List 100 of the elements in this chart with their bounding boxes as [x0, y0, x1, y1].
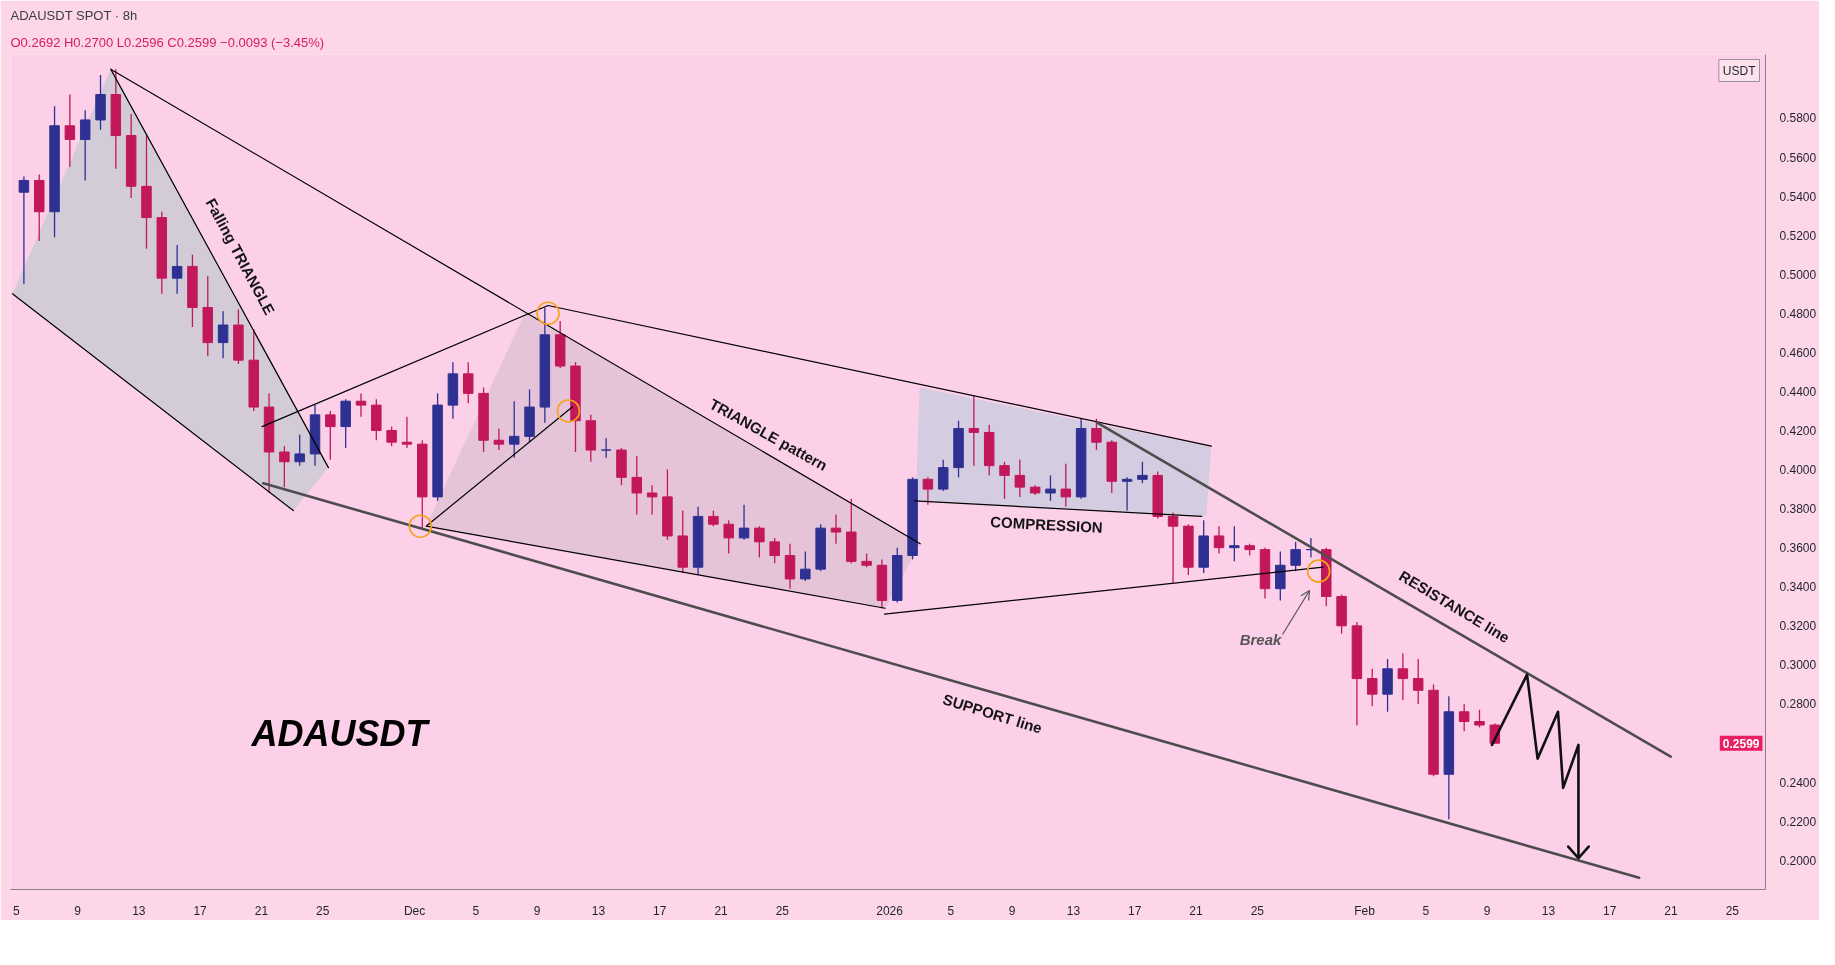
candlestick	[968, 394, 980, 467]
x-tick-label: 5	[12, 903, 20, 918]
y-tick-label: 0.3800	[1779, 502, 1817, 517]
candlestick	[922, 476, 934, 506]
x-tick-label: 25	[1725, 903, 1740, 918]
x-tick-label: 25	[775, 903, 790, 918]
x-tick-label: 9	[533, 903, 541, 918]
x-tick-label: 5	[472, 903, 480, 918]
line-series	[1490, 673, 1590, 860]
candlestick	[784, 543, 796, 590]
x-tick-label: 9	[1483, 903, 1491, 918]
candlestick	[738, 504, 750, 541]
annotation: Break	[1239, 631, 1283, 648]
candlestick	[493, 427, 505, 451]
candlestick	[1060, 463, 1072, 508]
x-tick-label: 21	[1664, 903, 1679, 918]
y-tick-label: 0.4800	[1779, 306, 1817, 321]
x-tick-label: 25	[316, 903, 330, 918]
x-tick-label: 13	[132, 903, 146, 918]
candlestick	[1366, 668, 1378, 707]
x-tick-label: 9	[74, 903, 82, 918]
y-tick-label: 0.2200	[1779, 814, 1817, 829]
candlestick	[386, 425, 397, 447]
candlestick	[723, 519, 734, 555]
x-tick-label: 13	[591, 903, 606, 918]
candlestick	[1167, 511, 1179, 584]
candlestick	[79, 109, 91, 182]
y-tick-label: 0.3000	[1779, 658, 1817, 673]
candlestick	[1137, 461, 1148, 484]
candlestick	[830, 513, 842, 545]
annotation: COMPRESSION	[989, 513, 1104, 536]
x-tick-label: 5	[947, 903, 955, 918]
x-tick-label: 9	[1008, 903, 1016, 918]
x-tick-label: Dec	[403, 903, 426, 918]
candlestick	[1213, 525, 1225, 555]
x-tick-label: 13	[1066, 903, 1081, 918]
x-tick-label: 13	[1541, 903, 1556, 918]
x-tick-label: 17	[653, 903, 667, 918]
candlestick	[1229, 525, 1240, 563]
y-tick-label: 0.2000	[1779, 853, 1817, 868]
x-tick-label: 17	[1603, 903, 1617, 918]
candlestick	[279, 445, 290, 488]
y-axis-title: USDT	[1722, 63, 1757, 78]
x-tick-label: 21	[1189, 903, 1204, 918]
chart-title: ADAUSDT SPOT · 8h	[10, 7, 138, 23]
candlestick	[1290, 541, 1301, 572]
candlestick	[1091, 418, 1102, 451]
candlestick	[355, 392, 367, 418]
y-tick-label: 0.3600	[1779, 541, 1817, 556]
candlestick	[294, 433, 305, 467]
candlestick	[600, 437, 612, 459]
candlestick	[1275, 550, 1286, 602]
candlestick	[769, 537, 780, 564]
y-tick-label: 0.2800	[1779, 697, 1817, 712]
y-tick-label: 0.3200	[1779, 619, 1817, 634]
y-tick-label: 0.4200	[1779, 423, 1817, 438]
y-tick-label: 0.5800	[1779, 111, 1817, 126]
annotation: ADAUSDT	[250, 713, 431, 754]
x-tick-label: 5	[1422, 903, 1430, 918]
x-tick-label: 21	[714, 903, 729, 918]
candlestick	[1458, 703, 1470, 732]
candlestick	[754, 525, 765, 559]
candlestick	[325, 410, 336, 461]
x-tick-label: Feb	[1354, 903, 1376, 918]
candlestick	[64, 93, 76, 168]
y-tick-label: 0.4600	[1779, 345, 1817, 360]
candlestick	[462, 361, 474, 404]
y-tick-label: 0.4400	[1779, 384, 1817, 399]
x-tick-label: 17	[1128, 903, 1142, 918]
candlestick	[999, 461, 1010, 500]
annotation: 0.2599	[1722, 736, 1760, 751]
candlestick	[1397, 652, 1409, 701]
candlestick	[646, 484, 658, 516]
y-tick-label: 0.4000	[1779, 463, 1817, 478]
y-tick-label: 0.5000	[1779, 267, 1817, 282]
candlestick	[937, 459, 949, 492]
candlestick	[171, 244, 183, 295]
x-tick-label: 2026	[876, 903, 904, 918]
y-tick-label: 0.2400	[1779, 775, 1817, 790]
candlestick	[217, 310, 229, 359]
candlestick	[18, 175, 30, 285]
candlestick	[1014, 459, 1026, 498]
candlestick	[401, 416, 413, 449]
point	[536, 301, 560, 326]
candlestick	[1045, 474, 1056, 502]
point	[556, 399, 581, 423]
candlestick	[800, 550, 811, 582]
x-tick-label: 21	[254, 903, 269, 918]
candlestick	[631, 455, 643, 516]
point	[408, 514, 433, 538]
candlestick	[1121, 476, 1133, 512]
x-tick-label: 17	[193, 903, 208, 918]
candlestick	[508, 400, 520, 459]
x-tick-label: 25	[1250, 903, 1265, 918]
chart-subtitle: O0.2692 H0.2700 L0.2596 C0.2599 −0.0093 (−3.45%)	[10, 34, 325, 50]
candlestick	[1412, 658, 1424, 705]
y-tick-label: 0.3400	[1779, 580, 1817, 595]
point	[1306, 559, 1331, 583]
y-tick-label: 0.5600	[1779, 150, 1817, 165]
y-tick-label: 0.5200	[1779, 228, 1817, 243]
